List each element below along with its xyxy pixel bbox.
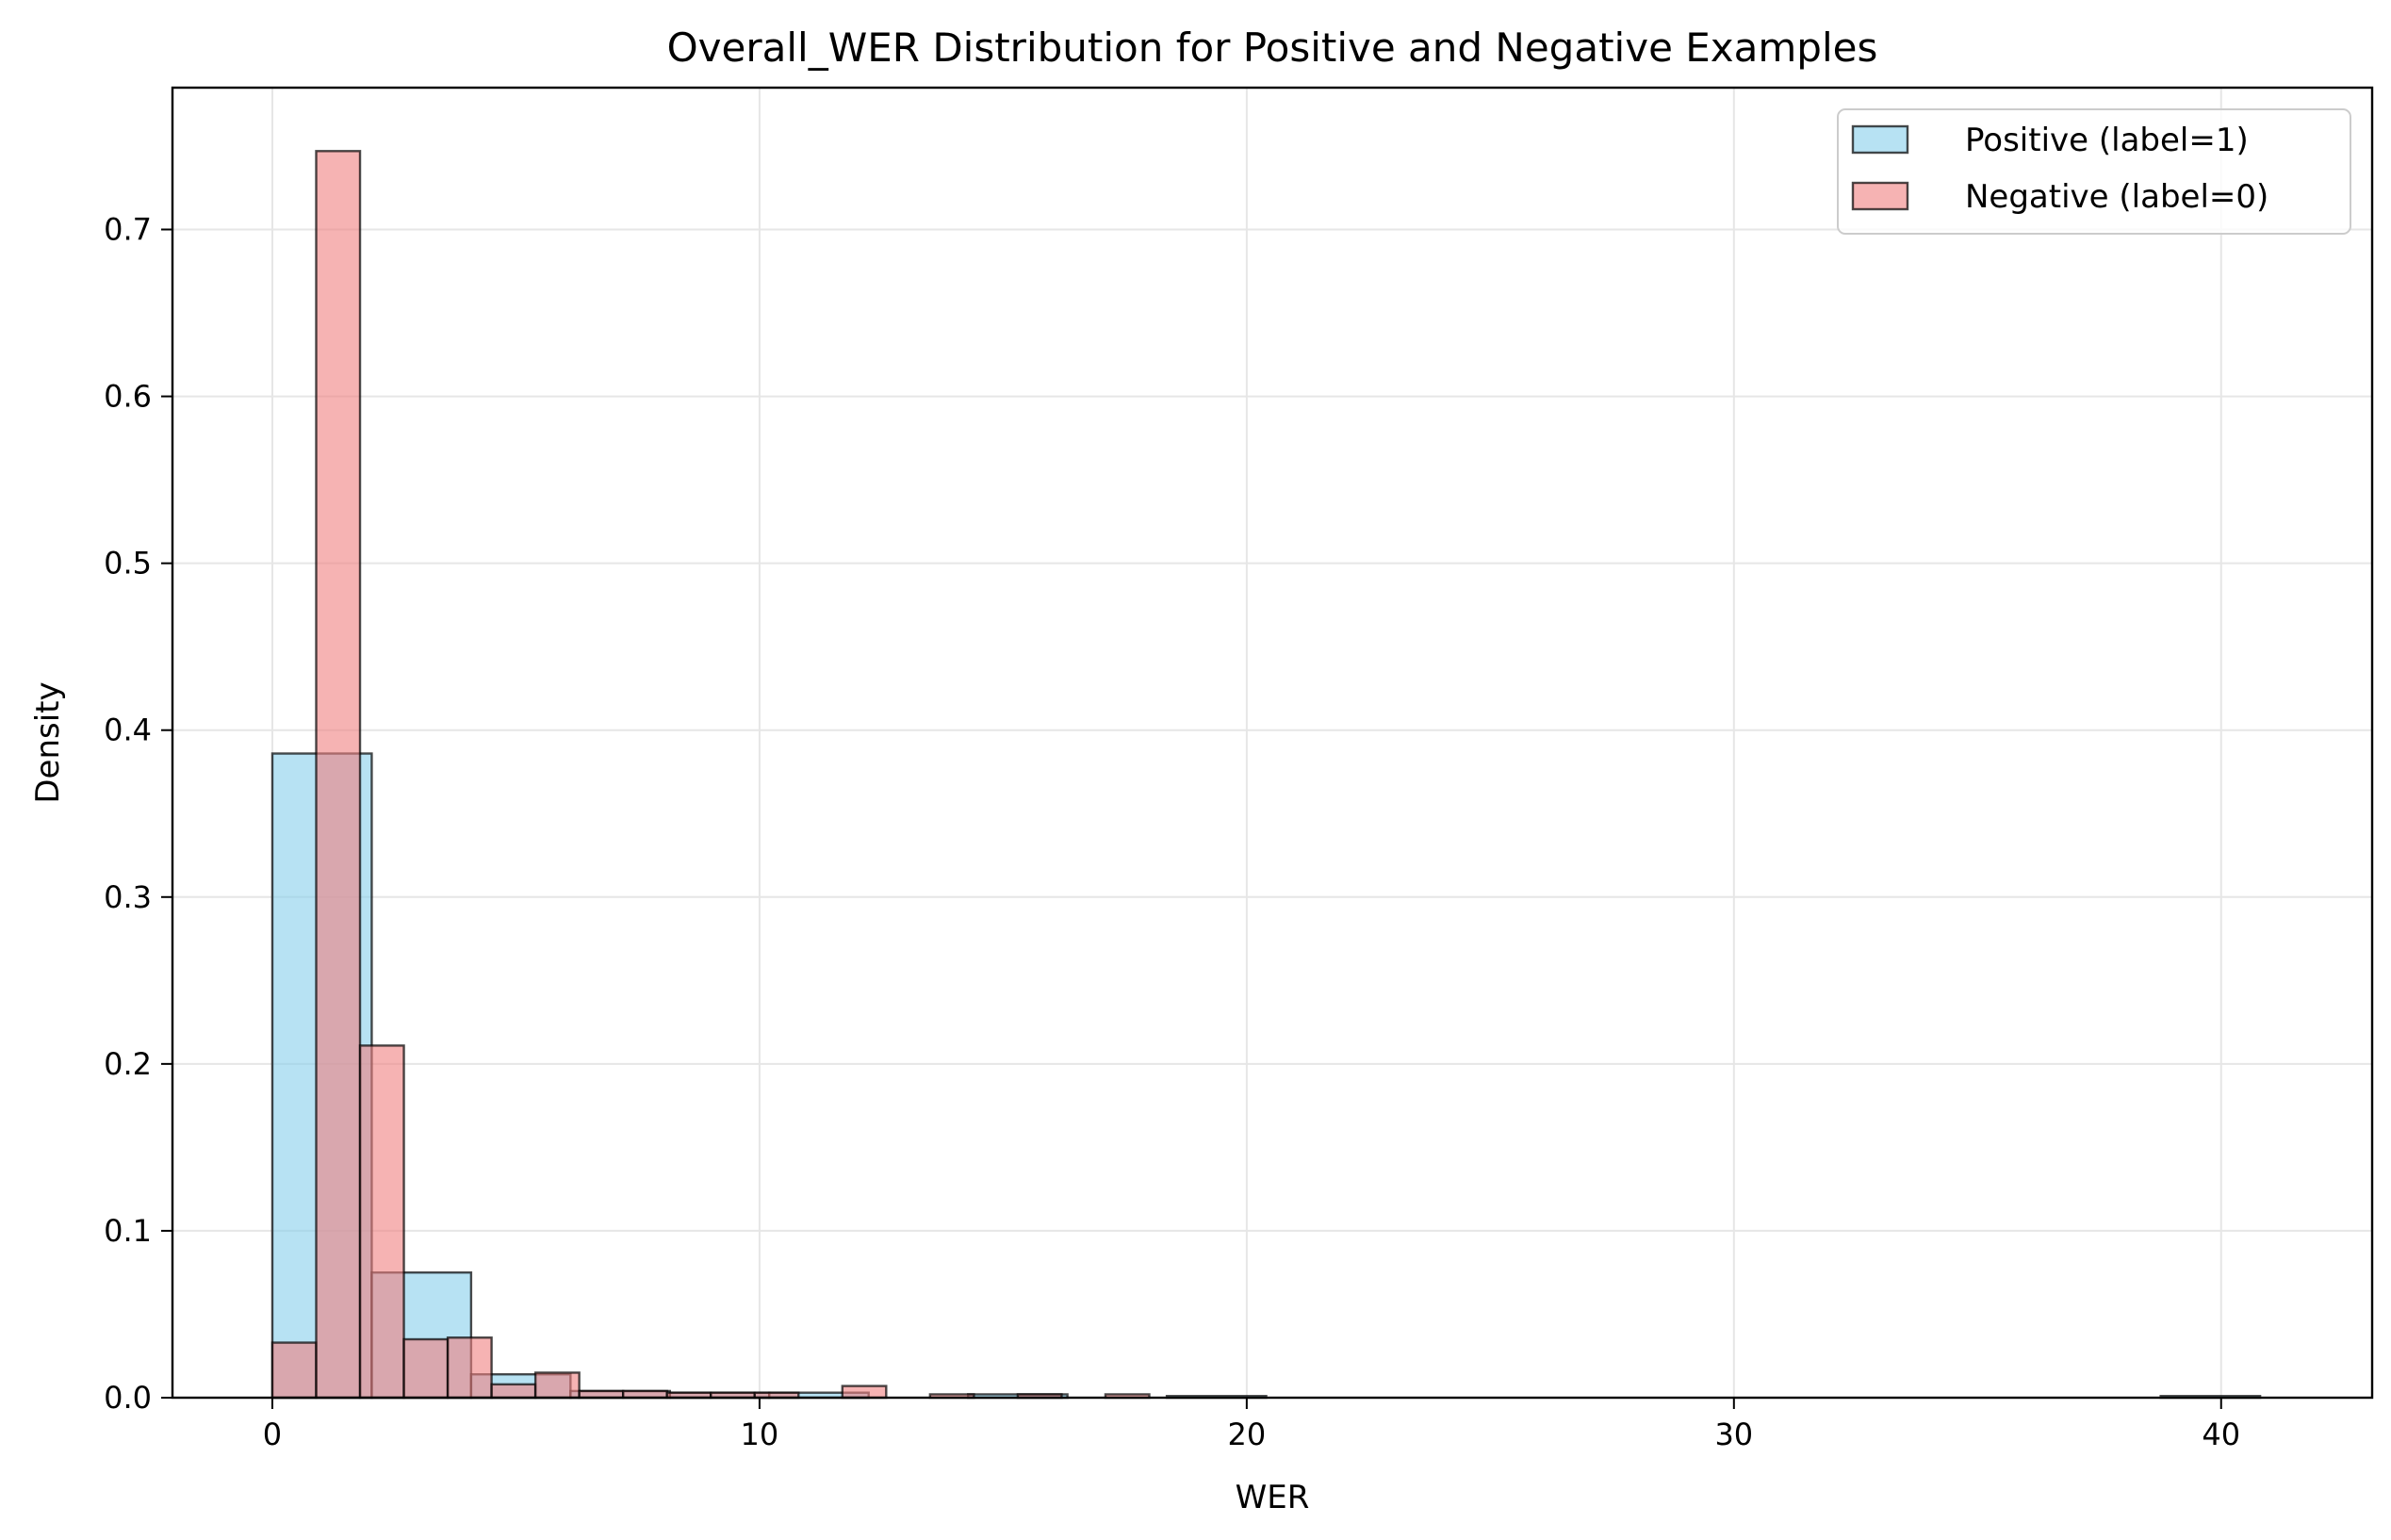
x-tick-label-0: 0 bbox=[263, 1417, 282, 1452]
legend-label-negative: Negative (label=0) bbox=[1965, 178, 2268, 216]
y-tick-label-5: 0.5 bbox=[104, 546, 152, 582]
bar-series-1-bin-5 bbox=[490, 1383, 537, 1400]
grid-lines bbox=[172, 88, 2372, 1399]
legend-swatch-negative bbox=[1851, 181, 1909, 211]
legend-label-positive: Positive (label=1) bbox=[1965, 122, 2249, 159]
y-tick-label-1: 0.1 bbox=[104, 1213, 152, 1249]
bar-series-1-bin-0 bbox=[270, 1341, 318, 1400]
y-axis-title: Density bbox=[29, 681, 67, 803]
y-tick-label-3: 0.3 bbox=[104, 879, 152, 915]
x-tick-label-4: 40 bbox=[2202, 1417, 2240, 1452]
y-tick-label-4: 0.4 bbox=[104, 713, 152, 748]
y-tick-label-2: 0.2 bbox=[104, 1046, 152, 1082]
x-axis-title: WER bbox=[1236, 1479, 1310, 1516]
x-tick-label-1: 10 bbox=[741, 1417, 779, 1452]
histogram-bars bbox=[270, 150, 2262, 1400]
axis-ticks: 0 10 20 30 40 0.0 0.1 0.2 0.3 0.4 0.5 0.6 0.7 bbox=[104, 212, 2240, 1452]
legend: Positive (label=1) Negative (label=0) bbox=[1837, 108, 2351, 235]
bar-series-1-bin-1 bbox=[315, 150, 362, 1400]
bar-series-1-bin-2 bbox=[358, 1044, 405, 1400]
plot-frame bbox=[171, 86, 2374, 1400]
bar-series-1-bin-3 bbox=[402, 1337, 450, 1400]
legend-frame bbox=[1837, 108, 2351, 235]
bar-series-1-bin-4 bbox=[446, 1336, 493, 1400]
x-tick-label-2: 20 bbox=[1228, 1417, 1267, 1452]
chart-title: Overall_WER Distribution for Positive an… bbox=[667, 25, 1878, 71]
y-tick-label-0: 0.0 bbox=[104, 1380, 152, 1416]
legend-swatch-positive bbox=[1851, 124, 1909, 155]
y-tick-label-7: 0.7 bbox=[104, 212, 152, 248]
y-tick-label-6: 0.6 bbox=[104, 379, 152, 415]
bar-series-1-bin-6 bbox=[533, 1371, 581, 1400]
bar-series-1-bin-12 bbox=[841, 1384, 888, 1400]
x-tick-label-3: 30 bbox=[1714, 1417, 1753, 1452]
